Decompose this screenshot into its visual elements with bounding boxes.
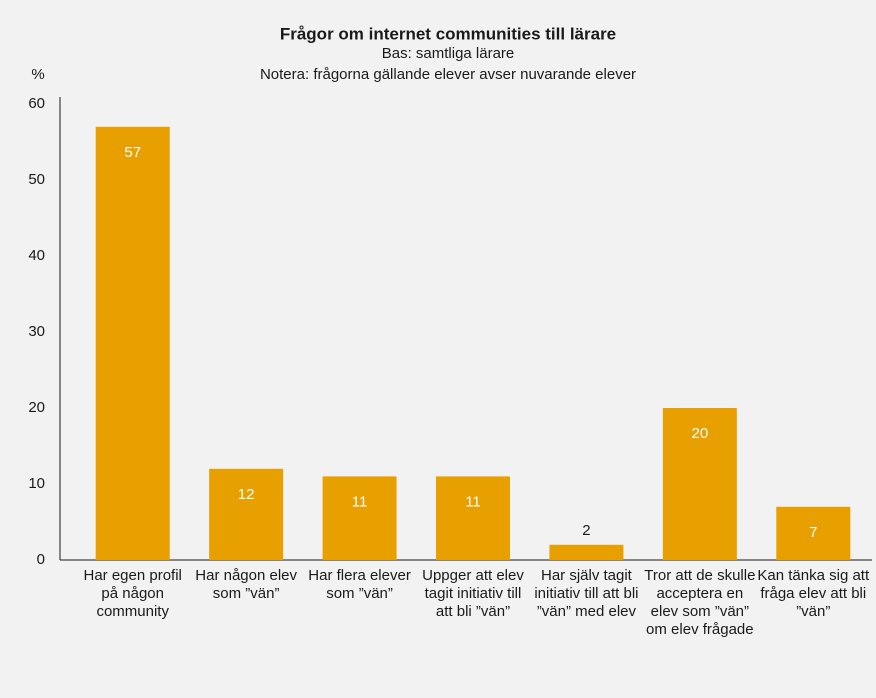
value-label: 12 [238,486,255,503]
bar [436,476,510,560]
y-tick-label: 0 [37,551,45,568]
x-tick-label: Uppger att elev tagit initiativ till att… [422,567,524,620]
y-tick-label: 40 [28,247,45,264]
bar [209,468,284,560]
y-tick-label: 60 [28,95,45,112]
value-label: 7 [809,524,817,541]
y-axis-label: % [31,66,44,83]
y-tick-label: 50 [28,171,45,188]
value-label: 57 [124,144,141,161]
value-label: 2 [582,522,590,539]
bar [549,544,624,560]
value-label: 20 [692,425,709,442]
x-tick-label: Har flera elever som ”vän” [308,567,411,602]
y-tick-label: 20 [28,399,45,416]
bar [776,506,851,560]
bar [662,408,737,560]
x-tick-label: Har någon elev som ”vän” [195,567,297,602]
x-tick-label: Kan tänka sig att fråga elev att bli ”vä… [757,567,870,620]
value-label: 11 [465,493,481,510]
bar [322,476,397,560]
chart-subtitle: Bas: samtliga lärare [382,45,515,62]
chart-title: Frågor om internet communities till lära… [280,24,616,43]
x-tick-label: Har egen profil på någon community [83,567,182,620]
y-tick-label: 30 [28,323,45,340]
value-label: 11 [352,493,368,510]
y-tick-label: 10 [28,475,45,492]
chart-note: Notera: frågorna gällande elever avser n… [260,66,636,83]
bar [95,126,170,561]
x-tick-label: Har själv tagit initiativ till att bli ”… [534,567,639,620]
x-tick-label: Tror att de skulle acceptera en elev som… [644,567,756,638]
